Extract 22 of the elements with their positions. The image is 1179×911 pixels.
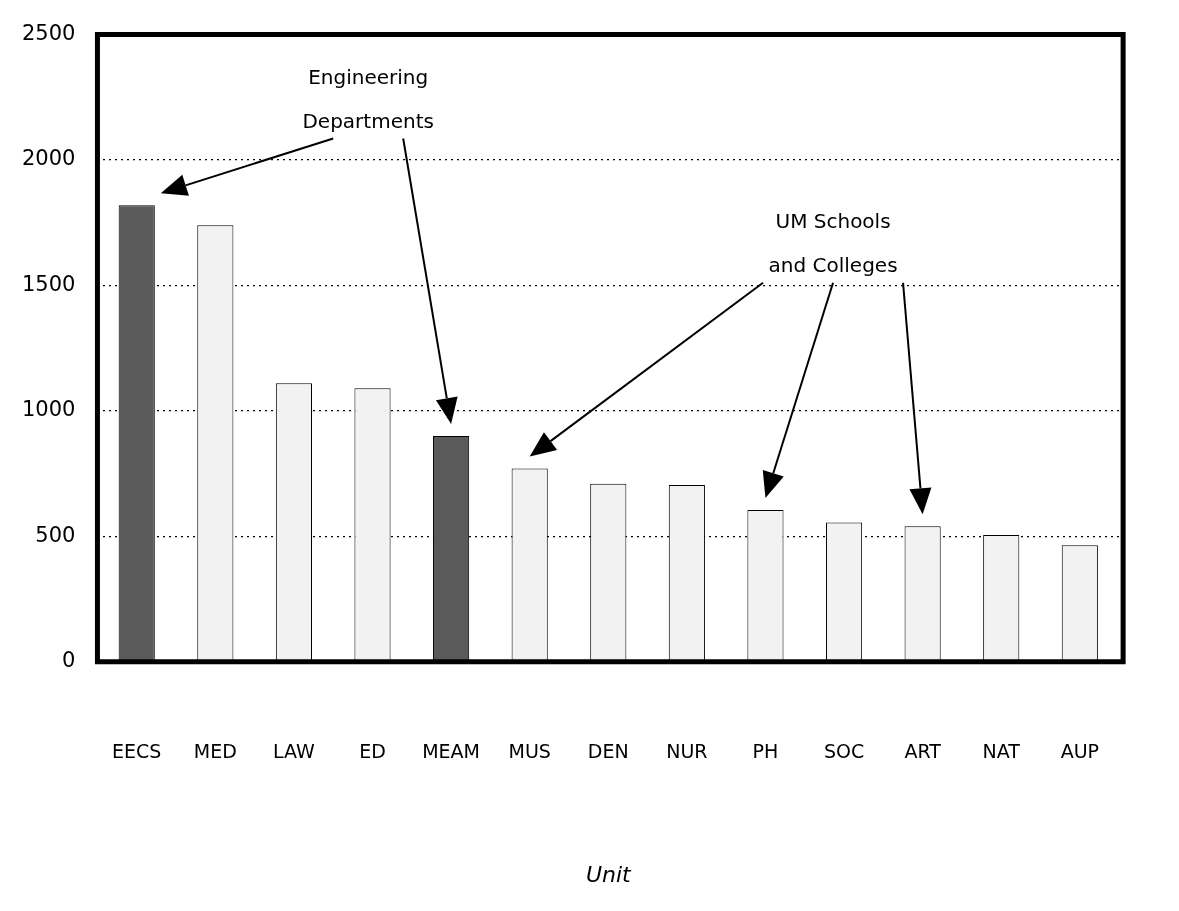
x-tick-label: MEAM: [422, 740, 480, 763]
x-tick-label: EECS: [112, 740, 162, 763]
x-tick-label: LAW: [273, 740, 316, 763]
x-tick-label: ED: [359, 740, 386, 763]
x-tick-label: NUR: [666, 740, 708, 763]
x-tick-label: SOC: [823, 740, 865, 763]
y-tick-label: 500: [35, 522, 76, 547]
annotation: UM Schools and Colleges: [768, 208, 898, 277]
y-tick-label: 2000: [21, 146, 76, 171]
y-tick-label: 0: [62, 648, 76, 673]
x-tick-label: NAT: [982, 740, 1021, 763]
x-tick-label: ART: [904, 740, 942, 763]
x-tick-label: DEN: [587, 740, 629, 763]
x-tick-label: MED: [193, 740, 237, 763]
x-axis-title: Unit: [585, 861, 633, 887]
y-tick-label: 1500: [21, 271, 76, 296]
annotation: Engineering Departments: [302, 64, 434, 133]
x-tick-label: PH: [752, 740, 779, 763]
x-tick-label: MUS: [508, 740, 551, 763]
x-tick-label: AUP: [1060, 740, 1100, 763]
y-tick-label: 1000: [21, 397, 76, 422]
y-tick-label: 2500: [21, 21, 76, 46]
